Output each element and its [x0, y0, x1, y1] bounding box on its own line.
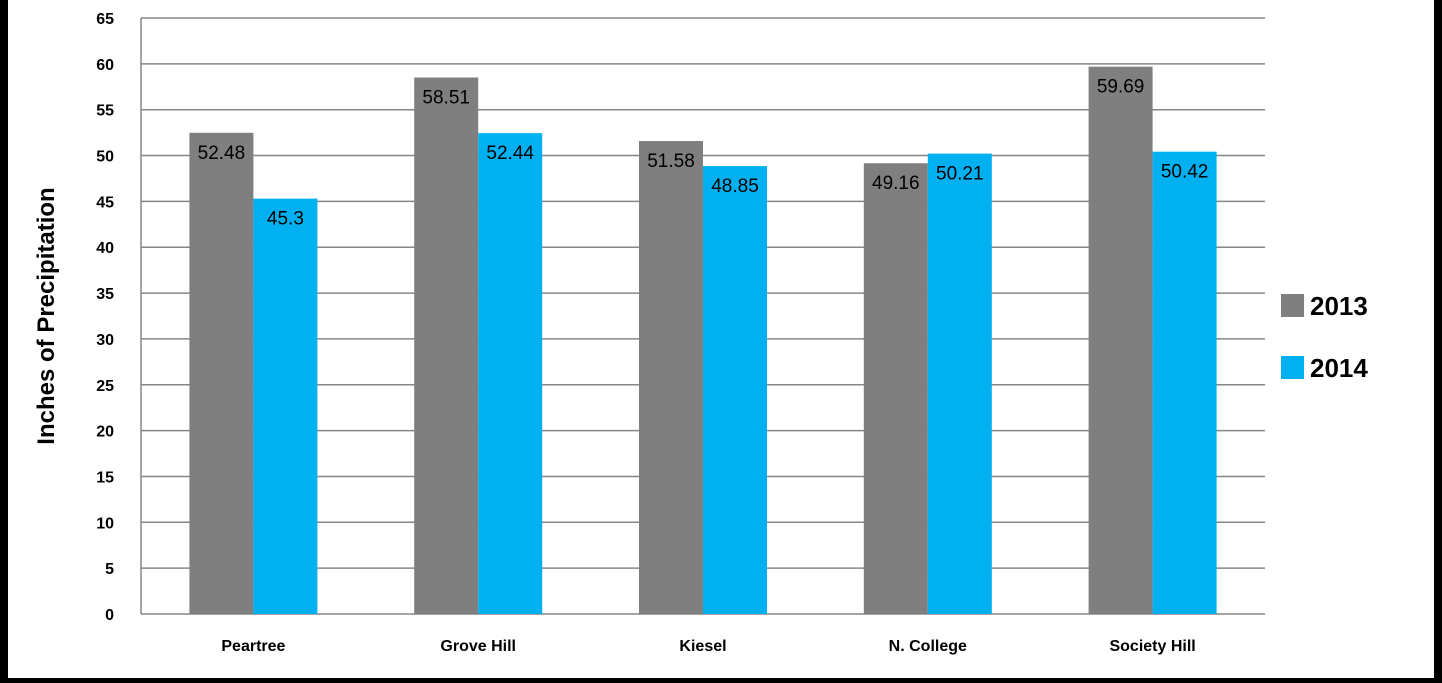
- data-label: 58.51: [422, 88, 470, 109]
- bar-2014-grove-hill: [478, 133, 543, 615]
- y-tick-label: 40: [96, 240, 114, 257]
- y-tick-label: 30: [96, 332, 114, 349]
- x-category-labels: Peartree Grove Hill Kiesel N. College Societ…: [221, 638, 1195, 655]
- legend: 2013 2014: [1281, 291, 1368, 383]
- data-label: 59.69: [1097, 77, 1145, 98]
- y-tick-label: 15: [96, 469, 114, 486]
- bar-2013-kiesel: [639, 141, 703, 614]
- legend-swatch-2014: [1281, 356, 1304, 379]
- bar-2014-peartree: [253, 198, 318, 614]
- y-tick-label: 10: [96, 515, 114, 532]
- bar-2014-kiesel: [703, 166, 767, 615]
- bar-2014-society-hill: [1152, 151, 1217, 614]
- data-label: 50.21: [936, 164, 984, 185]
- bar-2013-grove-hill: [414, 77, 479, 615]
- data-label: 50.42: [1161, 162, 1209, 183]
- y-tick-label: 65: [96, 11, 114, 28]
- x-category-label: N. College: [889, 638, 967, 655]
- data-label: 51.58: [647, 151, 695, 172]
- chart-frame: 0 5 10 15 20 25 30 35 40 45 50 55 60 65 52.48 45.3 58.5…: [8, 0, 1434, 678]
- data-label: 49.16: [872, 173, 920, 194]
- x-category-label: Society Hill: [1109, 638, 1195, 655]
- y-tick-label: 0: [105, 607, 114, 624]
- legend-label-2014: 2014: [1310, 353, 1368, 383]
- legend-swatch-2013: [1281, 294, 1304, 317]
- bar-2013-society-hill: [1088, 66, 1153, 615]
- x-category-label: Kiesel: [679, 638, 726, 655]
- data-labels: 52.48 45.3 58.51 52.44 51.58 48.85 49.16 50.21 5…: [198, 77, 1209, 230]
- y-tick-label: 20: [96, 424, 114, 441]
- y-tick-label: 55: [96, 103, 114, 120]
- data-label: 52.48: [198, 143, 246, 164]
- y-tick-label: 50: [96, 149, 114, 166]
- data-label: 52.44: [486, 143, 534, 164]
- bar-2013-peartree: [189, 132, 254, 614]
- bars: [189, 66, 1217, 615]
- bar-2013-n-college: [863, 163, 928, 615]
- x-category-label: Grove Hill: [440, 638, 516, 655]
- y-tick-label: 45: [96, 194, 114, 211]
- y-axis-title: Inches of Precipitation: [33, 187, 60, 444]
- bar-2014-n-college: [927, 153, 992, 615]
- data-label: 48.85: [711, 176, 759, 197]
- y-tick-label: 60: [96, 57, 114, 74]
- y-tick-label: 5: [105, 561, 114, 578]
- x-category-label: Peartree: [221, 638, 285, 655]
- bar-chart: 0 5 10 15 20 25 30 35 40 45 50 55 60 65 52.48 45.3 58.5…: [33, 11, 1368, 655]
- y-tick-label: 35: [96, 286, 114, 303]
- y-tick-labels: 0 5 10 15 20 25 30 35 40 45 50 55 60 65: [96, 11, 114, 624]
- data-label: 45.3: [267, 209, 304, 230]
- y-tick-label: 25: [96, 378, 114, 395]
- legend-label-2013: 2013: [1310, 291, 1368, 321]
